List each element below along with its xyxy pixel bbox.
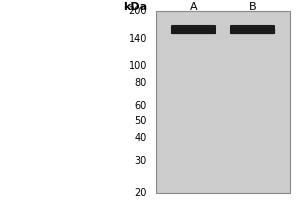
FancyBboxPatch shape <box>171 28 216 34</box>
Text: 140: 140 <box>129 34 147 44</box>
Bar <box>156 11 290 193</box>
Text: B: B <box>249 2 256 12</box>
FancyBboxPatch shape <box>230 28 275 34</box>
Text: 200: 200 <box>128 6 147 16</box>
Text: 60: 60 <box>135 101 147 111</box>
Text: 100: 100 <box>129 61 147 71</box>
Text: 30: 30 <box>135 156 147 166</box>
Text: 80: 80 <box>135 78 147 88</box>
Text: kDa: kDa <box>123 2 147 12</box>
Text: 50: 50 <box>135 116 147 126</box>
Text: A: A <box>190 2 197 12</box>
Text: 20: 20 <box>135 188 147 198</box>
Text: 40: 40 <box>135 133 147 143</box>
